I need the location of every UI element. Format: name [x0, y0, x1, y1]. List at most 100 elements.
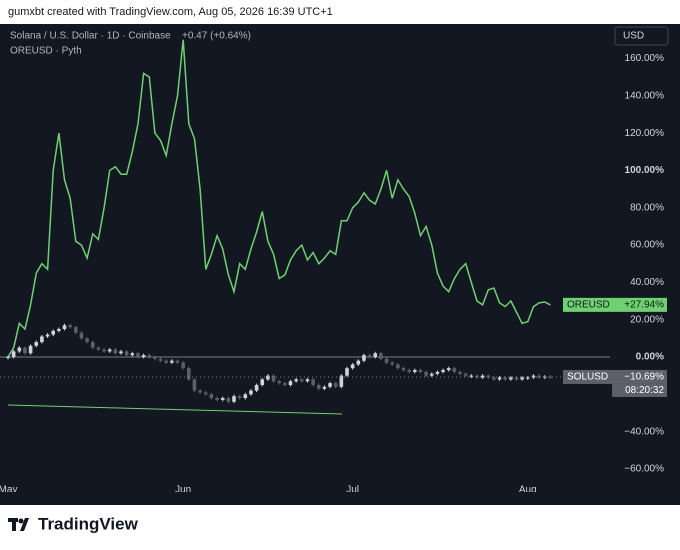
countdown: 08:20:32 [625, 385, 664, 396]
candle-body [68, 325, 72, 328]
candle-body [232, 396, 236, 402]
candle-body [203, 392, 208, 395]
candle-body [102, 349, 106, 352]
candle-body [446, 368, 451, 371]
y-tick-label: 100.00% [625, 165, 665, 176]
candle-body [311, 379, 315, 385]
series-name: SOLUSD [567, 372, 608, 383]
currency-button[interactable] [614, 26, 669, 46]
candle-body [339, 375, 344, 387]
candle-body [435, 371, 440, 374]
candle-body [192, 379, 197, 391]
line-series [7, 39, 551, 358]
candle-body [390, 362, 394, 365]
candle-body [548, 376, 553, 378]
candle-body [181, 362, 185, 369]
candle-body [74, 327, 78, 333]
candle-body [526, 377, 530, 379]
candle-body [153, 357, 157, 359]
candle-body [85, 338, 89, 343]
candle-body [136, 353, 140, 357]
plot-area: May Jun Jul Aug [0, 39, 610, 496]
candle-body [418, 370, 423, 372]
candle-body [463, 373, 468, 376]
candle-body [271, 375, 276, 382]
y-tick-label: 60.00% [630, 240, 664, 251]
candle-body [51, 330, 55, 335]
candle-body [124, 351, 129, 356]
candle-body [45, 334, 50, 337]
series-last-value: +27.94% [624, 300, 664, 311]
candle-body [40, 336, 44, 343]
candle-body [11, 351, 16, 357]
candle-body [424, 371, 428, 376]
candle-body [401, 368, 406, 371]
candle-body [413, 370, 417, 372]
legend-change: +0.47 (+0.64%) [182, 31, 251, 42]
candle-body [356, 360, 361, 365]
candle-body [175, 360, 180, 363]
y-tick-label: 20.00% [630, 314, 664, 325]
header: gumxbt created with TradingView.com, Aug… [8, 6, 333, 18]
candle-body [514, 377, 519, 380]
candle-body [130, 353, 135, 356]
legend-compare: OREUSD · Pyth [10, 46, 82, 57]
candle-body [215, 398, 219, 400]
candle-body [28, 345, 33, 354]
chart-panel [0, 24, 680, 505]
candle-body [147, 355, 152, 357]
candle-body [243, 394, 248, 399]
candle-body [480, 375, 485, 378]
candle-body [170, 360, 174, 363]
candle-body [300, 379, 304, 382]
candle-body [254, 384, 259, 391]
candle-body [492, 377, 496, 380]
candle-body [79, 332, 84, 339]
logo-icon [8, 518, 29, 531]
x-tick-label: Aug [519, 485, 537, 496]
candle-body [6, 357, 10, 358]
candle-body [62, 325, 67, 330]
candle-body [237, 396, 242, 399]
currency[interactable]: USD [623, 31, 644, 42]
candle-body [373, 353, 378, 357]
x-tick-label: Jun [175, 485, 191, 496]
candle-body [107, 349, 112, 352]
y-tick-label: −60.00% [624, 464, 664, 475]
candle-body [367, 355, 372, 357]
candle-body [441, 370, 445, 372]
x-tick-label: Jul [346, 485, 359, 496]
candle-body [379, 353, 383, 359]
trend-line [7, 404, 343, 415]
candle-body [362, 355, 366, 361]
candle-body [322, 386, 327, 389]
y-tick-label: 120.00% [625, 128, 665, 139]
candle-body [316, 384, 321, 389]
candle-body [345, 368, 349, 376]
footer-logo: TradingView [38, 514, 139, 533]
series-label-box [563, 297, 667, 312]
candle-body [407, 370, 411, 372]
candle-body [350, 364, 355, 369]
candle-body [288, 381, 293, 385]
y-tick-label: −40.00% [624, 426, 664, 437]
series-name: OREUSD [567, 300, 610, 311]
candle-body [458, 371, 462, 374]
candle-body [57, 329, 61, 331]
candle-body [531, 375, 536, 378]
candle-body [90, 342, 95, 348]
candle-body [497, 377, 502, 380]
candle-body [17, 347, 22, 352]
candle-body [469, 375, 474, 377]
candle-body [23, 347, 27, 354]
candle-body [452, 368, 457, 372]
legend-main: Solana / U.S. Dollar · 1D · Coinbase [10, 31, 171, 42]
y-tick-label: 140.00% [625, 90, 665, 101]
candle-body [384, 358, 389, 363]
candle-body [509, 377, 513, 380]
candle-body [266, 375, 270, 380]
candle-body [96, 347, 101, 350]
candle-body [260, 379, 265, 385]
series-label-box [563, 369, 667, 384]
